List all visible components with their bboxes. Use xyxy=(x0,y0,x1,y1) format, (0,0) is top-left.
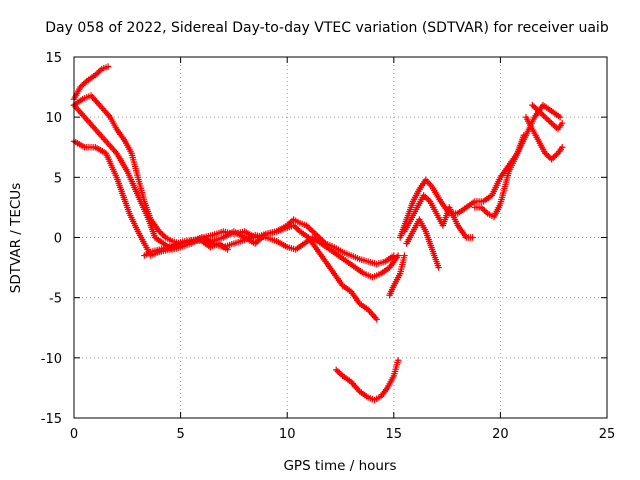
x-tick-label: 20 xyxy=(492,427,509,442)
y-tick-label: -15 xyxy=(41,412,62,427)
series-track-m xyxy=(529,101,566,133)
y-tick-label: 0 xyxy=(54,232,62,247)
series-markers xyxy=(403,216,442,271)
x-axis-label: GPS time / hours xyxy=(283,458,396,474)
series-markers xyxy=(401,192,476,241)
x-tick-label: 5 xyxy=(176,427,184,442)
x-tick-label: 15 xyxy=(386,427,403,442)
y-tick-label: 10 xyxy=(45,111,62,126)
series-markers xyxy=(522,113,566,163)
series-markers xyxy=(70,101,380,323)
series-markers xyxy=(529,101,566,133)
series-line xyxy=(73,94,395,265)
x-tick-label: 25 xyxy=(599,427,616,442)
y-tick-label: -10 xyxy=(41,352,62,367)
x-tick-label: 10 xyxy=(279,427,296,442)
series-line xyxy=(399,104,562,239)
series-track-c xyxy=(70,101,380,323)
series-markers xyxy=(333,357,402,404)
series-markers xyxy=(471,132,528,221)
y-axis-label: SDTVAR / TECUs xyxy=(8,183,24,293)
series-line xyxy=(73,104,378,321)
series-track-i xyxy=(401,192,476,241)
chart-title: Day 058 of 2022, Sidereal Day-to-day VTE… xyxy=(45,20,609,36)
series-track-l xyxy=(522,113,566,163)
y-tick-label: 15 xyxy=(45,51,62,66)
series-markers xyxy=(141,236,231,259)
data-series xyxy=(70,63,566,404)
series-track-j xyxy=(403,216,442,271)
series-track-g xyxy=(386,252,408,299)
axis-ticks: 0 5 10 15 20 25 -15 -10 -5 0 5 10 15 xyxy=(41,51,616,442)
y-tick-label: 5 xyxy=(54,171,62,186)
series-track-f xyxy=(333,357,402,404)
series-markers xyxy=(386,252,408,299)
x-tick-label: 0 xyxy=(70,427,78,442)
series-track-e xyxy=(141,236,231,259)
series-track-k xyxy=(471,132,528,221)
y-tick-label: -5 xyxy=(49,292,62,307)
